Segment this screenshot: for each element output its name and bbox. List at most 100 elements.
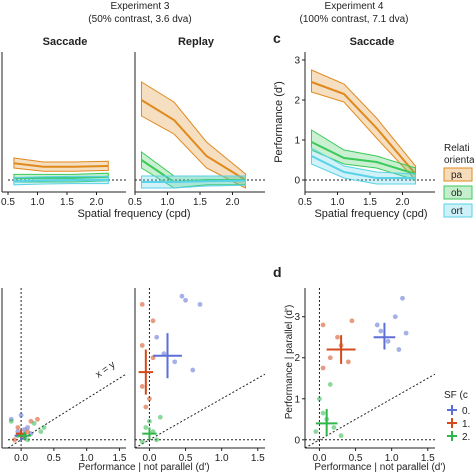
x-tick-label: 1.5: [251, 453, 265, 464]
x-tick-label: 0.0: [14, 453, 28, 464]
x-tick-label: 0.5: [47, 453, 61, 464]
scatter-point-sf_mid: [25, 429, 31, 434]
scatter-point-sf_low: [400, 295, 405, 301]
x-tick-label: 1.5: [60, 197, 74, 208]
identity-line: [8, 373, 126, 448]
plot-exp3_replay_scatter: 0.0 0.5 1.0 1.5: [134, 288, 265, 464]
x-tick-label: 1.0: [215, 453, 229, 464]
y-tick-label: 2: [294, 353, 300, 364]
y-tick-label: 0: [294, 176, 300, 187]
legend-label-orthogonal: ort: [451, 206, 463, 217]
x-tick-label: 1.5: [193, 197, 207, 208]
plot-area: [8, 288, 126, 448]
x-tick-label: 2.0: [226, 197, 240, 208]
x-tick-label: 0.5: [349, 453, 363, 464]
legend-label-oblique: ob: [451, 188, 463, 199]
identity-line: [135, 373, 265, 448]
scatter-point-sf_high: [157, 414, 163, 420]
x-tick-label: 1.5: [421, 453, 435, 464]
scatter-point-sf_high: [338, 433, 344, 439]
legend-swatch-oblique: [443, 185, 473, 200]
scatter-point-sf_high: [31, 420, 37, 426]
scatter-point-sf_mid: [143, 404, 149, 410]
plot-exp4_saccade_scatter: 0.0 0.5 1.0 1.5 0 1 2 3: [294, 288, 435, 464]
scatter-point-sf_high: [313, 429, 319, 434]
x-tick-label: 2.0: [90, 197, 104, 208]
exp4-top-ylabel: Performance (d'): [273, 81, 285, 163]
x-tick-label: 1.0: [161, 197, 175, 208]
plot-exp4_saccade: 0.5 1.0 1.5 2.0 0 1 2 3: [294, 52, 435, 208]
x-tick-label: 0.0: [142, 453, 156, 464]
series-line-parallel: [13, 162, 109, 168]
scatter-point-sf_high: [41, 425, 47, 430]
scatter-point-sf_low: [190, 367, 196, 373]
exp4-bottom-ylabel: Performance | parallel (d'): [284, 305, 295, 420]
x-tick-label: 1.0: [80, 453, 94, 464]
series-line-orthogonal: [141, 179, 246, 183]
plot-area: [135, 81, 265, 189]
legend-label-parallel: pa: [451, 170, 463, 181]
x-tick-label: 1.0: [331, 197, 345, 208]
scatter-point-sf_mid: [139, 343, 145, 348]
scatter-point-sf_high: [320, 410, 326, 416]
scatter-point-sf_high: [8, 418, 14, 424]
sf-legend-label-high: 2.: [462, 432, 470, 443]
scatter-point-sf_low: [172, 359, 178, 365]
x-tick-label: 0.5: [128, 197, 142, 208]
scatter-point-sf_mid: [147, 396, 152, 402]
scatter-point-sf_mid: [327, 355, 333, 361]
scatter-point-sf_low: [378, 328, 384, 334]
scatter-point-sf_high: [331, 425, 337, 430]
sf-legend-label-mid: 1.: [462, 419, 470, 430]
x-tick-label: 2.0: [396, 197, 410, 208]
scatter-point-sf_low: [392, 314, 398, 320]
panel-letter-c: c: [273, 30, 281, 46]
panel-title-exp3-replay: Replay: [178, 36, 215, 48]
exp4-title: Experiment 4: [325, 1, 384, 12]
y-tick-label: 1: [294, 136, 300, 147]
scatter-point-sf_mid: [12, 437, 17, 443]
scatter-point-sf_low: [374, 322, 380, 328]
legend-title-line2: orienta: [444, 155, 474, 166]
legend-title-line1: Relati: [444, 143, 470, 154]
x-tick-label: 1.5: [363, 197, 377, 208]
scatter-point-sf_high: [38, 429, 44, 434]
exp3-subtitle: (50% contrast, 3.6 dva): [88, 14, 191, 25]
legend-swatch-parallel: [443, 167, 473, 182]
exp4-bottom-xlabel: Performance | not parallel (d'): [314, 462, 445, 473]
plot-exp3_replay: 0.5 1.0 1.5 2.0: [128, 52, 265, 208]
scatter-point-sf_mid: [320, 365, 326, 371]
scatter-point-sf_low: [403, 330, 409, 336]
scatter-point-sf_high: [25, 437, 31, 443]
y-tick-label: 0: [294, 435, 300, 446]
scatter-point-sf_mid: [139, 384, 145, 389]
series-line-orthogonal: [13, 179, 109, 183]
scatter-point-sf_low: [154, 334, 160, 340]
orientation-legend: Relati orienta pa ob ort: [443, 143, 474, 218]
plot-area: [8, 157, 126, 186]
ci-band-parallel: [13, 157, 109, 172]
plot-area: [305, 69, 435, 185]
scatter-point-sf_high: [143, 425, 149, 430]
y-tick-label: 3: [294, 312, 300, 323]
exp4-top-xlabel: Spatial frequency (cpd): [314, 208, 427, 220]
exp4-subtitle: (100% contrast, 7.1 dva): [300, 14, 409, 25]
scatter-point-sf_mid: [150, 318, 156, 324]
scatter-point-sf_mid: [35, 416, 40, 422]
exp3-bottom-xlabel: Performance | not parallel (d'): [78, 462, 209, 473]
scatter-point-sf_low: [183, 297, 188, 303]
scatter-point-sf_high: [317, 396, 322, 402]
x-tick-label: 1.5: [112, 453, 126, 464]
scatter-point-sf_mid: [345, 359, 351, 365]
x-tick-label: 1.0: [31, 197, 45, 208]
scatter-point-sf_high: [327, 382, 333, 387]
series-line-parallel: [140, 99, 247, 181]
x-tick-label: 0.5: [1, 197, 15, 208]
panel-letter-d: d: [273, 264, 282, 280]
scatter-point-sf_high: [139, 439, 145, 445]
scatter-point-sf_low: [179, 293, 185, 299]
diagonal-label: x = y: [94, 359, 118, 380]
x-tick-label: 0.5: [179, 453, 193, 464]
scatter-point-sf_mid: [349, 318, 355, 324]
